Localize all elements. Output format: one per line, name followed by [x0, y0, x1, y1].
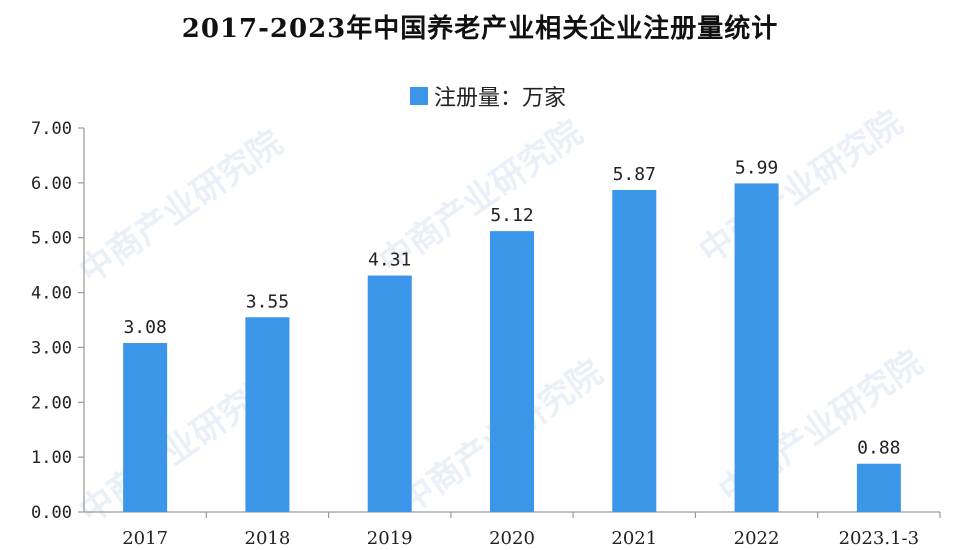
- x-tick-label: 2023.1-3: [839, 528, 920, 549]
- y-tick-label: 5.00: [31, 229, 72, 249]
- y-tick-label: 6.00: [31, 174, 72, 194]
- legend: 注册量：万家: [410, 80, 566, 112]
- legend-label: 注册量：万家: [434, 86, 567, 111]
- bar: [734, 183, 779, 513]
- bar: [367, 275, 412, 512]
- legend-swatch: [410, 87, 428, 105]
- bar-value-label: 5.99: [735, 157, 778, 178]
- bar-value-label: 5.87: [613, 164, 656, 185]
- y-tick-label: 2.00: [31, 393, 72, 413]
- bar: [245, 317, 290, 512]
- y-tick-label: 0.00: [31, 503, 72, 523]
- bar: [123, 343, 168, 512]
- bar: [856, 463, 901, 512]
- y-tick-label: 7.00: [31, 119, 72, 139]
- x-tick-label: 2019: [367, 528, 413, 549]
- bar: [612, 189, 657, 512]
- x-tick-label: 2020: [489, 528, 535, 549]
- x-tick-label: 2022: [734, 528, 780, 549]
- bar-value-label: 4.31: [368, 250, 411, 271]
- y-tick-label: 4.00: [31, 284, 72, 304]
- x-tick-label: 2017: [122, 528, 168, 549]
- bar-value-label: 3.08: [123, 317, 166, 338]
- y-tick-label: 3.00: [31, 338, 72, 358]
- bar: [490, 231, 534, 513]
- bar-value-label: 5.12: [490, 205, 533, 226]
- x-tick-label: 2018: [245, 528, 291, 549]
- bar-value-label: 3.55: [246, 291, 289, 312]
- y-tick-label: 1.00: [31, 448, 72, 468]
- bar-value-label: 0.88: [857, 438, 900, 459]
- x-tick-label: 2021: [611, 528, 657, 549]
- chart-title: 2017-2023年中国养老产业相关企业注册量统计: [181, 14, 779, 44]
